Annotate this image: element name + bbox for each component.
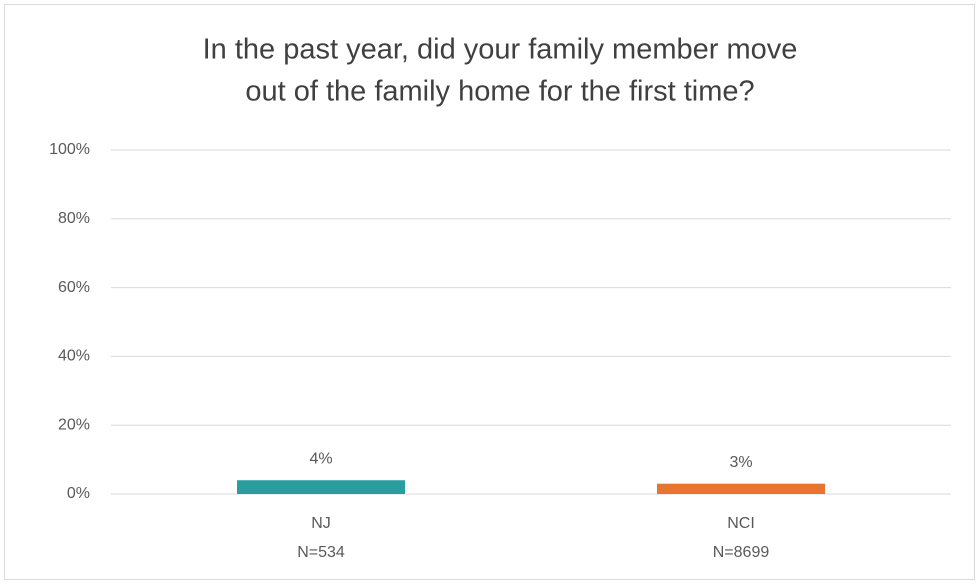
y-tick-label: 60% xyxy=(58,279,90,296)
chart-title: out of the family home for the first tim… xyxy=(245,76,754,108)
data-label: 4% xyxy=(309,450,332,467)
y-tick-label: 0% xyxy=(67,485,90,502)
y-tick-label: 100% xyxy=(49,141,90,158)
y-tick-label: 80% xyxy=(58,210,90,227)
x-tick-label: NCI xyxy=(727,515,755,532)
chart-border xyxy=(4,4,975,580)
data-label: 3% xyxy=(729,454,752,471)
bar xyxy=(657,483,825,494)
x-tick-label: NJ xyxy=(311,515,331,532)
x-tick-label: N=534 xyxy=(297,544,345,561)
bar xyxy=(237,480,405,494)
x-tick-label: N=8699 xyxy=(713,544,770,561)
y-tick-label: 20% xyxy=(58,416,90,433)
y-tick-label: 40% xyxy=(58,348,90,365)
chart-title: In the past year, did your family member… xyxy=(203,34,798,66)
